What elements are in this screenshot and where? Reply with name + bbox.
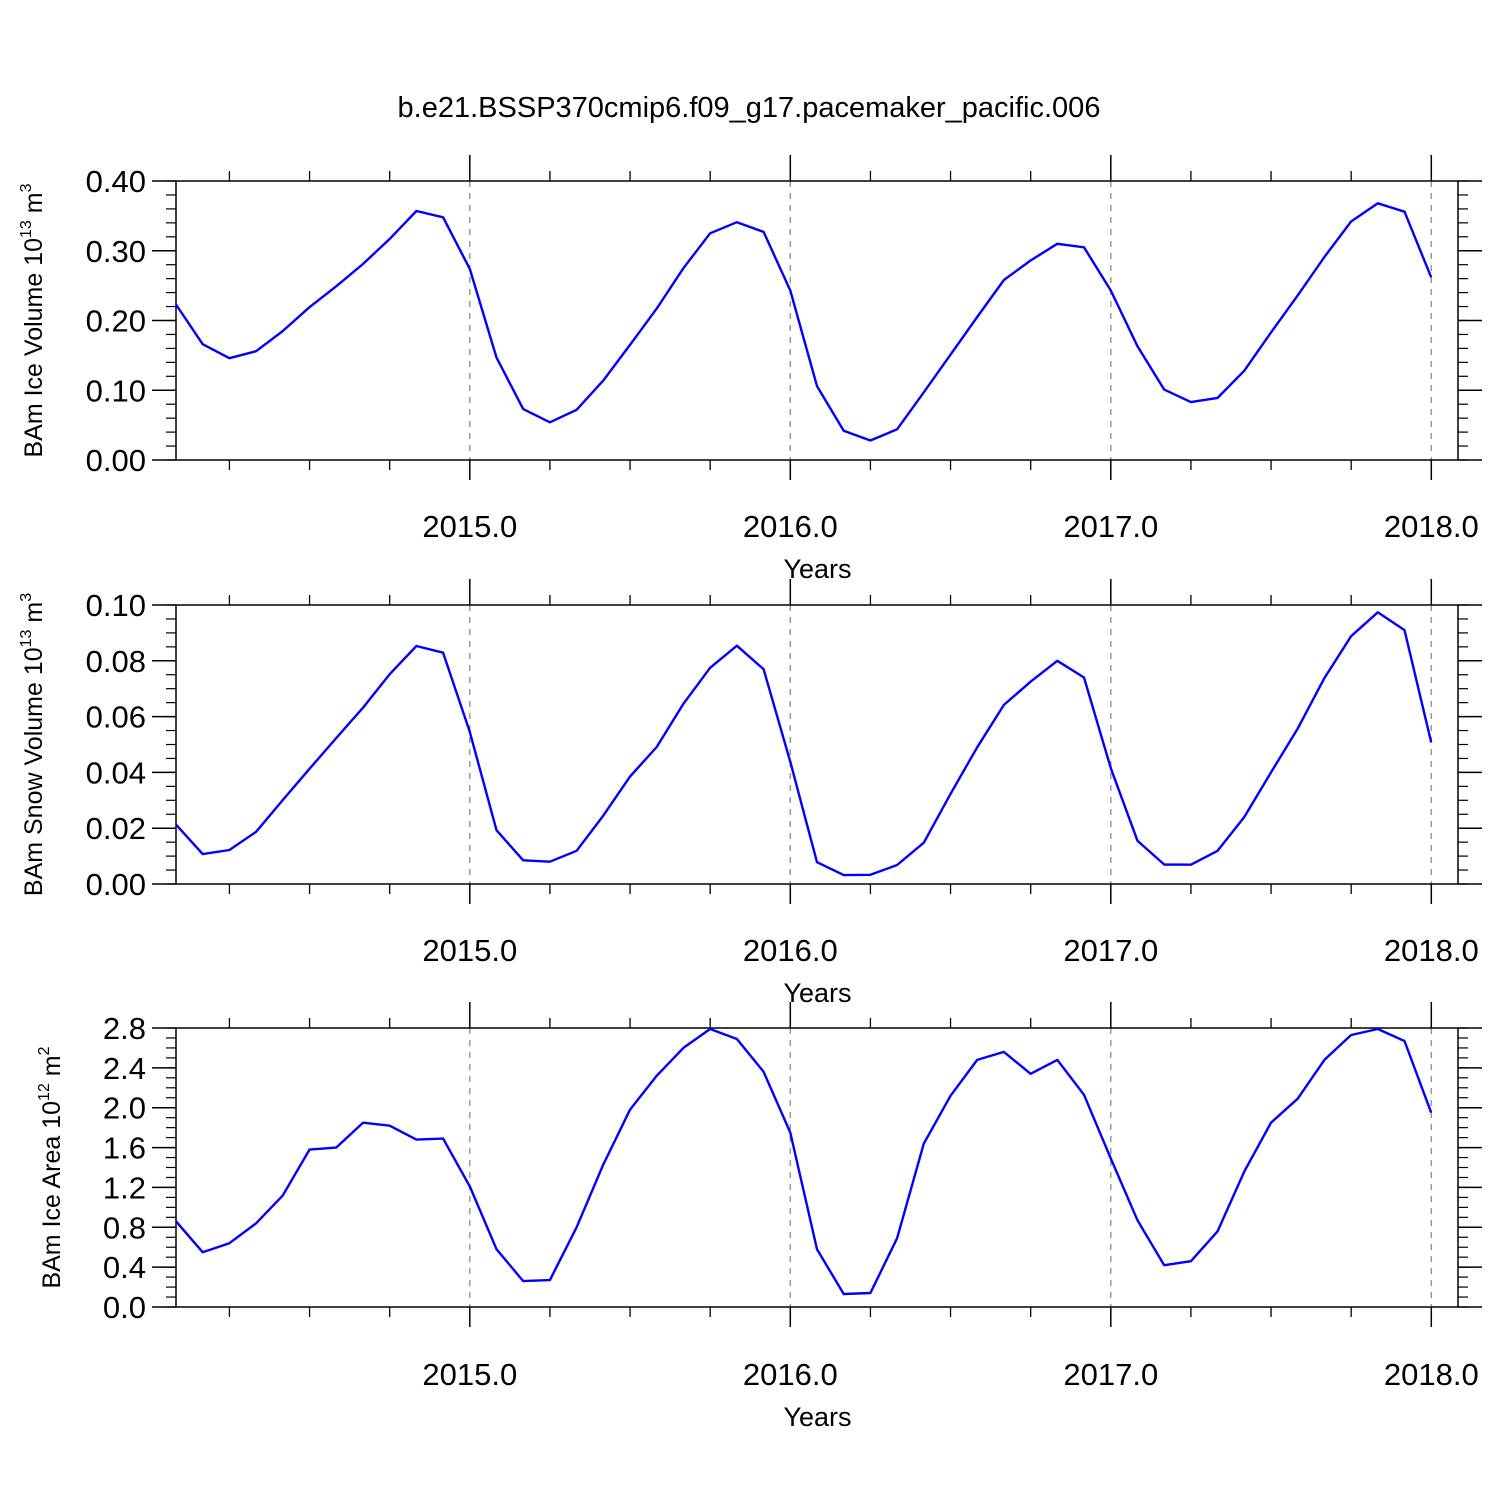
- x-axis-title: Years: [783, 978, 851, 1008]
- y-tick-label: 1.2: [103, 1170, 146, 1205]
- y-tick-label: 0.20: [86, 304, 146, 339]
- y-axis-title-unit-exponent: 3: [18, 183, 35, 192]
- y-tick-label: 0.00: [86, 443, 146, 478]
- x-tick-label: 2015.0: [422, 1357, 517, 1392]
- y-tick-label: 0.02: [86, 811, 146, 846]
- x-tick-label: 2017.0: [1063, 509, 1158, 544]
- y-tick-label: 0.8: [103, 1210, 146, 1245]
- x-axis-title: Years: [783, 554, 851, 584]
- y-tick-label: 0.0: [103, 1290, 146, 1325]
- y-tick-label: 0.40: [86, 164, 146, 199]
- x-tick-label: 2018.0: [1384, 933, 1479, 968]
- x-tick-label: 2017.0: [1063, 1357, 1158, 1392]
- y-tick-label: 0.04: [86, 755, 146, 790]
- x-tick-label: 2016.0: [743, 933, 838, 968]
- y-tick-label: 0.10: [86, 373, 146, 408]
- chart-panel-2: 2015.0 2016.0 2017.0 2018.0 0.00 0.02 0.04 0.06…: [18, 579, 1482, 1008]
- y-axis-title-base: BAm Ice Area 10: [38, 1101, 66, 1289]
- chart-panel-1: 2015.0 2016.0 2017.0 2018.0 0.00 0.10 0.20 0.30…: [18, 155, 1482, 584]
- y-axis-title-unit: m: [20, 192, 48, 220]
- figure-title: b.e21.BSSP370cmip6.f09_g17.pacemaker_pac…: [398, 92, 1101, 124]
- plot-frame: [175, 180, 1459, 461]
- panels: 2015.0 2016.0 2017.0 2018.0 0.00 0.10 0.20 0.30…: [18, 155, 1482, 1432]
- series-line: [175, 1027, 1433, 1296]
- y-axis-title-base: BAm Snow Volume 10: [20, 647, 48, 896]
- y-axis-title: BAm Ice Area 1012 m2: [36, 1046, 66, 1288]
- plot-frame: [175, 604, 1459, 885]
- x-tick-label: 2018.0: [1384, 1357, 1479, 1392]
- x-tick-label: 2015.0: [422, 933, 517, 968]
- y-tick-label: 0.08: [86, 644, 146, 679]
- y-axis-title-base: BAm Ice Volume 10: [20, 238, 48, 458]
- y-axis-title-unit-exponent: 3: [18, 593, 35, 602]
- y-tick-label: 0.10: [86, 588, 146, 623]
- y-axis-title-unit: m: [20, 602, 48, 630]
- y-tick-label: 0.00: [86, 867, 146, 902]
- y-tick-label: 2.8: [103, 1011, 146, 1046]
- y-axis-title-unit: m: [38, 1055, 66, 1083]
- y-tick-label: 0.4: [103, 1250, 146, 1285]
- y-axis-title-unit-exponent: 2: [36, 1046, 53, 1055]
- chart-panel-3: 2015.0 2016.0 2017.0 2018.0 0.0 0.4 0.8 1.2 1.6 2…: [36, 1002, 1482, 1432]
- y-axis-title: BAm Ice Volume 1013 m3: [18, 183, 48, 457]
- y-axis-title: BAm Snow Volume 1013 m3: [18, 593, 48, 896]
- x-tick-label: 2018.0: [1384, 509, 1479, 544]
- y-axis-title-exponent: 13: [18, 629, 35, 647]
- series-line: [175, 611, 1433, 877]
- series-line: [175, 202, 1433, 442]
- y-axis-title-exponent: 12: [36, 1083, 53, 1101]
- x-tick-label: 2016.0: [743, 1357, 838, 1392]
- x-tick-label: 2015.0: [422, 509, 517, 544]
- x-axis-title: Years: [783, 1402, 851, 1432]
- y-axis-title-exponent: 13: [18, 220, 35, 238]
- y-tick-label: 1.6: [103, 1131, 146, 1166]
- y-tick-label: 2.4: [103, 1051, 146, 1086]
- x-tick-label: 2017.0: [1063, 933, 1158, 968]
- y-tick-label: 0.06: [86, 700, 146, 735]
- plot-frame: [175, 1027, 1459, 1308]
- x-tick-label: 2016.0: [743, 509, 838, 544]
- y-tick-label: 0.30: [86, 234, 146, 269]
- y-tick-label: 2.0: [103, 1091, 146, 1126]
